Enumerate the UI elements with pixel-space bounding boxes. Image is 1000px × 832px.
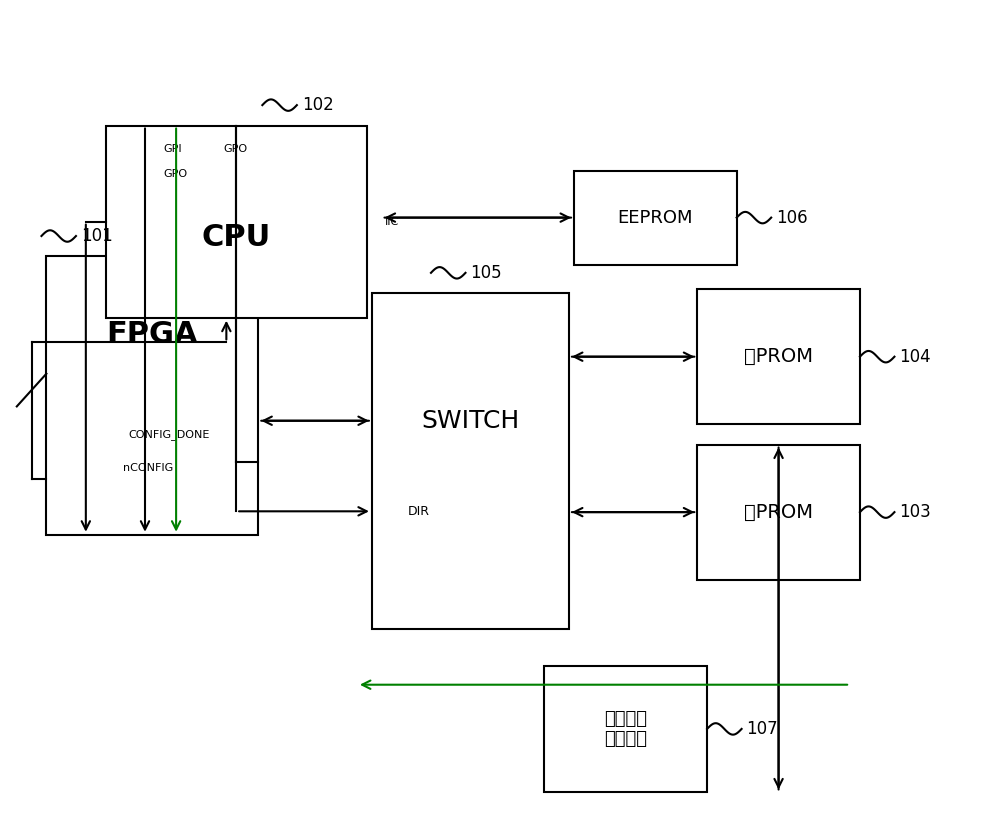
Text: 106: 106 — [776, 209, 808, 226]
Bar — [372, 294, 569, 629]
Bar — [574, 171, 737, 265]
Text: 标准烧结
下载插座: 标准烧结 下载插座 — [604, 710, 647, 748]
Bar — [544, 666, 707, 792]
Text: CONFIG_DONE: CONFIG_DONE — [129, 429, 210, 440]
Text: 104: 104 — [899, 348, 931, 366]
Text: GPI: GPI — [163, 144, 182, 154]
Text: 从PROM: 从PROM — [744, 347, 813, 366]
Text: DIR: DIR — [407, 505, 429, 518]
Text: SWITCH: SWITCH — [421, 409, 520, 433]
Text: EEPROM: EEPROM — [618, 209, 693, 226]
Text: 105: 105 — [470, 264, 502, 282]
Text: GPO: GPO — [163, 169, 187, 179]
Bar — [697, 290, 860, 424]
Text: GPO: GPO — [223, 144, 247, 154]
Text: IIC: IIC — [384, 216, 399, 226]
Bar — [106, 126, 367, 318]
Text: 102: 102 — [302, 97, 334, 114]
Bar — [46, 256, 258, 535]
Text: 101: 101 — [81, 227, 113, 245]
Text: 主PROM: 主PROM — [744, 503, 813, 522]
Text: nCONFIG: nCONFIG — [123, 463, 173, 473]
Text: 107: 107 — [747, 720, 778, 738]
Text: CPU: CPU — [202, 223, 271, 251]
Text: FPGA: FPGA — [107, 319, 198, 349]
Text: 103: 103 — [899, 503, 931, 521]
Bar — [697, 444, 860, 580]
